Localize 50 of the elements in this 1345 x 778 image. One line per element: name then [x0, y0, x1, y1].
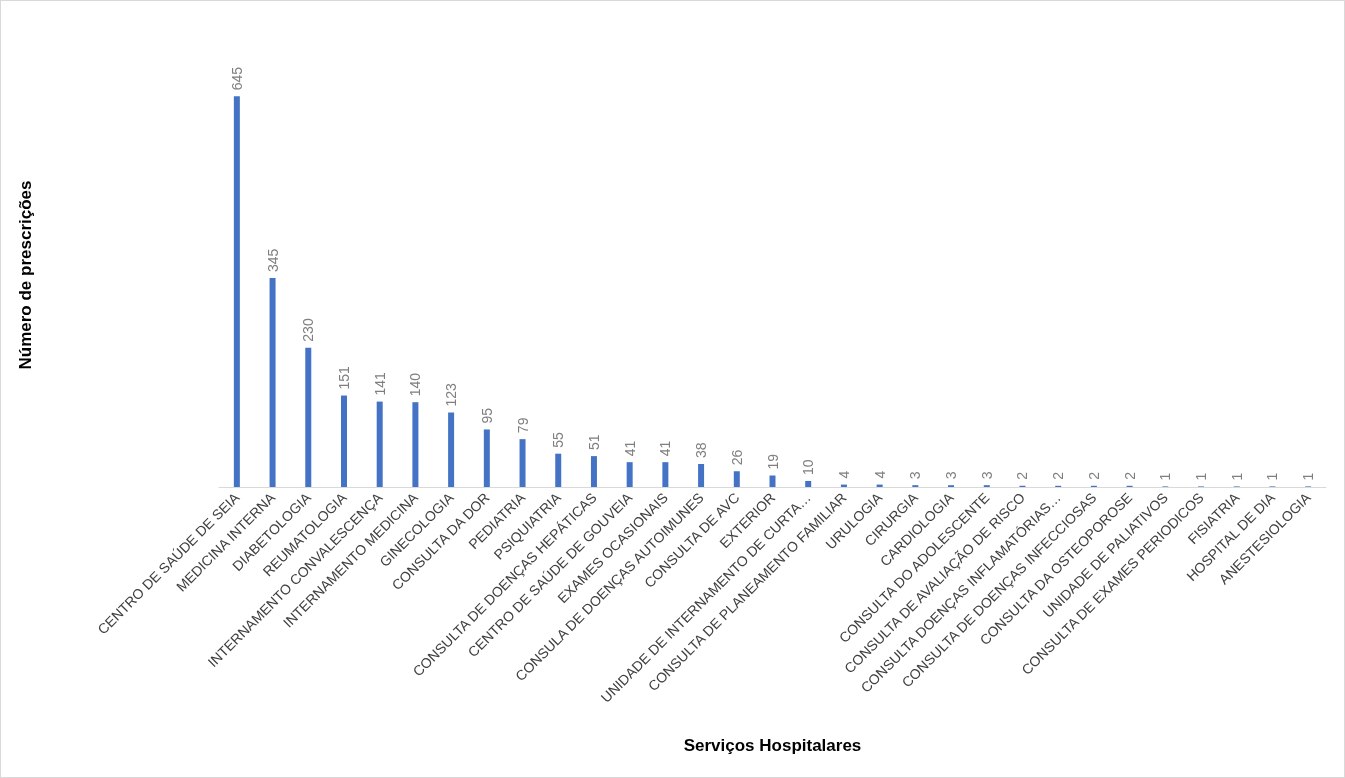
- data-label: 2: [1014, 471, 1031, 480]
- data-label: 55: [550, 431, 567, 448]
- data-label: 38: [693, 442, 710, 458]
- bar: [805, 480, 812, 487]
- data-label: 1: [1300, 472, 1317, 481]
- bar: [269, 278, 276, 487]
- bar: [698, 463, 705, 487]
- bar: [483, 429, 490, 487]
- data-label: 123: [443, 382, 460, 407]
- bar: [733, 471, 740, 487]
- data-label: 4: [835, 470, 852, 479]
- data-label: 1: [1264, 472, 1281, 481]
- bar: [340, 395, 347, 487]
- data-label: 26: [728, 449, 745, 466]
- data-label: 230: [300, 318, 317, 342]
- data-label: 140: [407, 372, 424, 397]
- data-label: 3: [943, 471, 960, 480]
- data-label: 151: [335, 365, 352, 390]
- data-label: 19: [764, 453, 781, 470]
- bar: [376, 401, 383, 487]
- data-label: 2: [1121, 471, 1138, 480]
- data-label: 51: [585, 434, 602, 451]
- bar: [519, 439, 526, 487]
- data-label: 10: [800, 459, 817, 475]
- bar: [305, 347, 312, 487]
- bar: [448, 412, 455, 487]
- data-label: 41: [657, 440, 674, 457]
- bar: [662, 462, 669, 487]
- data-label: 1: [1193, 472, 1210, 481]
- data-label: 141: [371, 372, 388, 396]
- bar: [769, 475, 776, 487]
- data-label: 2: [1085, 471, 1102, 480]
- y-axis-title: Número de prescrições: [16, 180, 35, 370]
- data-label: 41: [621, 440, 638, 457]
- data-label: 79: [514, 417, 531, 434]
- data-label: 645: [228, 66, 245, 91]
- x-axis-title: Serviços Hospitalares: [683, 736, 862, 755]
- data-label: 3: [907, 471, 924, 480]
- data-label: 2: [1050, 471, 1067, 480]
- data-label: 345: [264, 248, 281, 273]
- bar: [590, 456, 597, 487]
- data-label: 3: [978, 471, 995, 480]
- bar: [233, 96, 240, 487]
- data-label: 95: [478, 407, 495, 424]
- bar: [555, 453, 562, 487]
- bar: [412, 402, 419, 487]
- data-label: 1: [1157, 472, 1174, 481]
- bar: [626, 462, 633, 487]
- data-label: 4: [871, 470, 888, 479]
- data-label: 1: [1228, 472, 1245, 481]
